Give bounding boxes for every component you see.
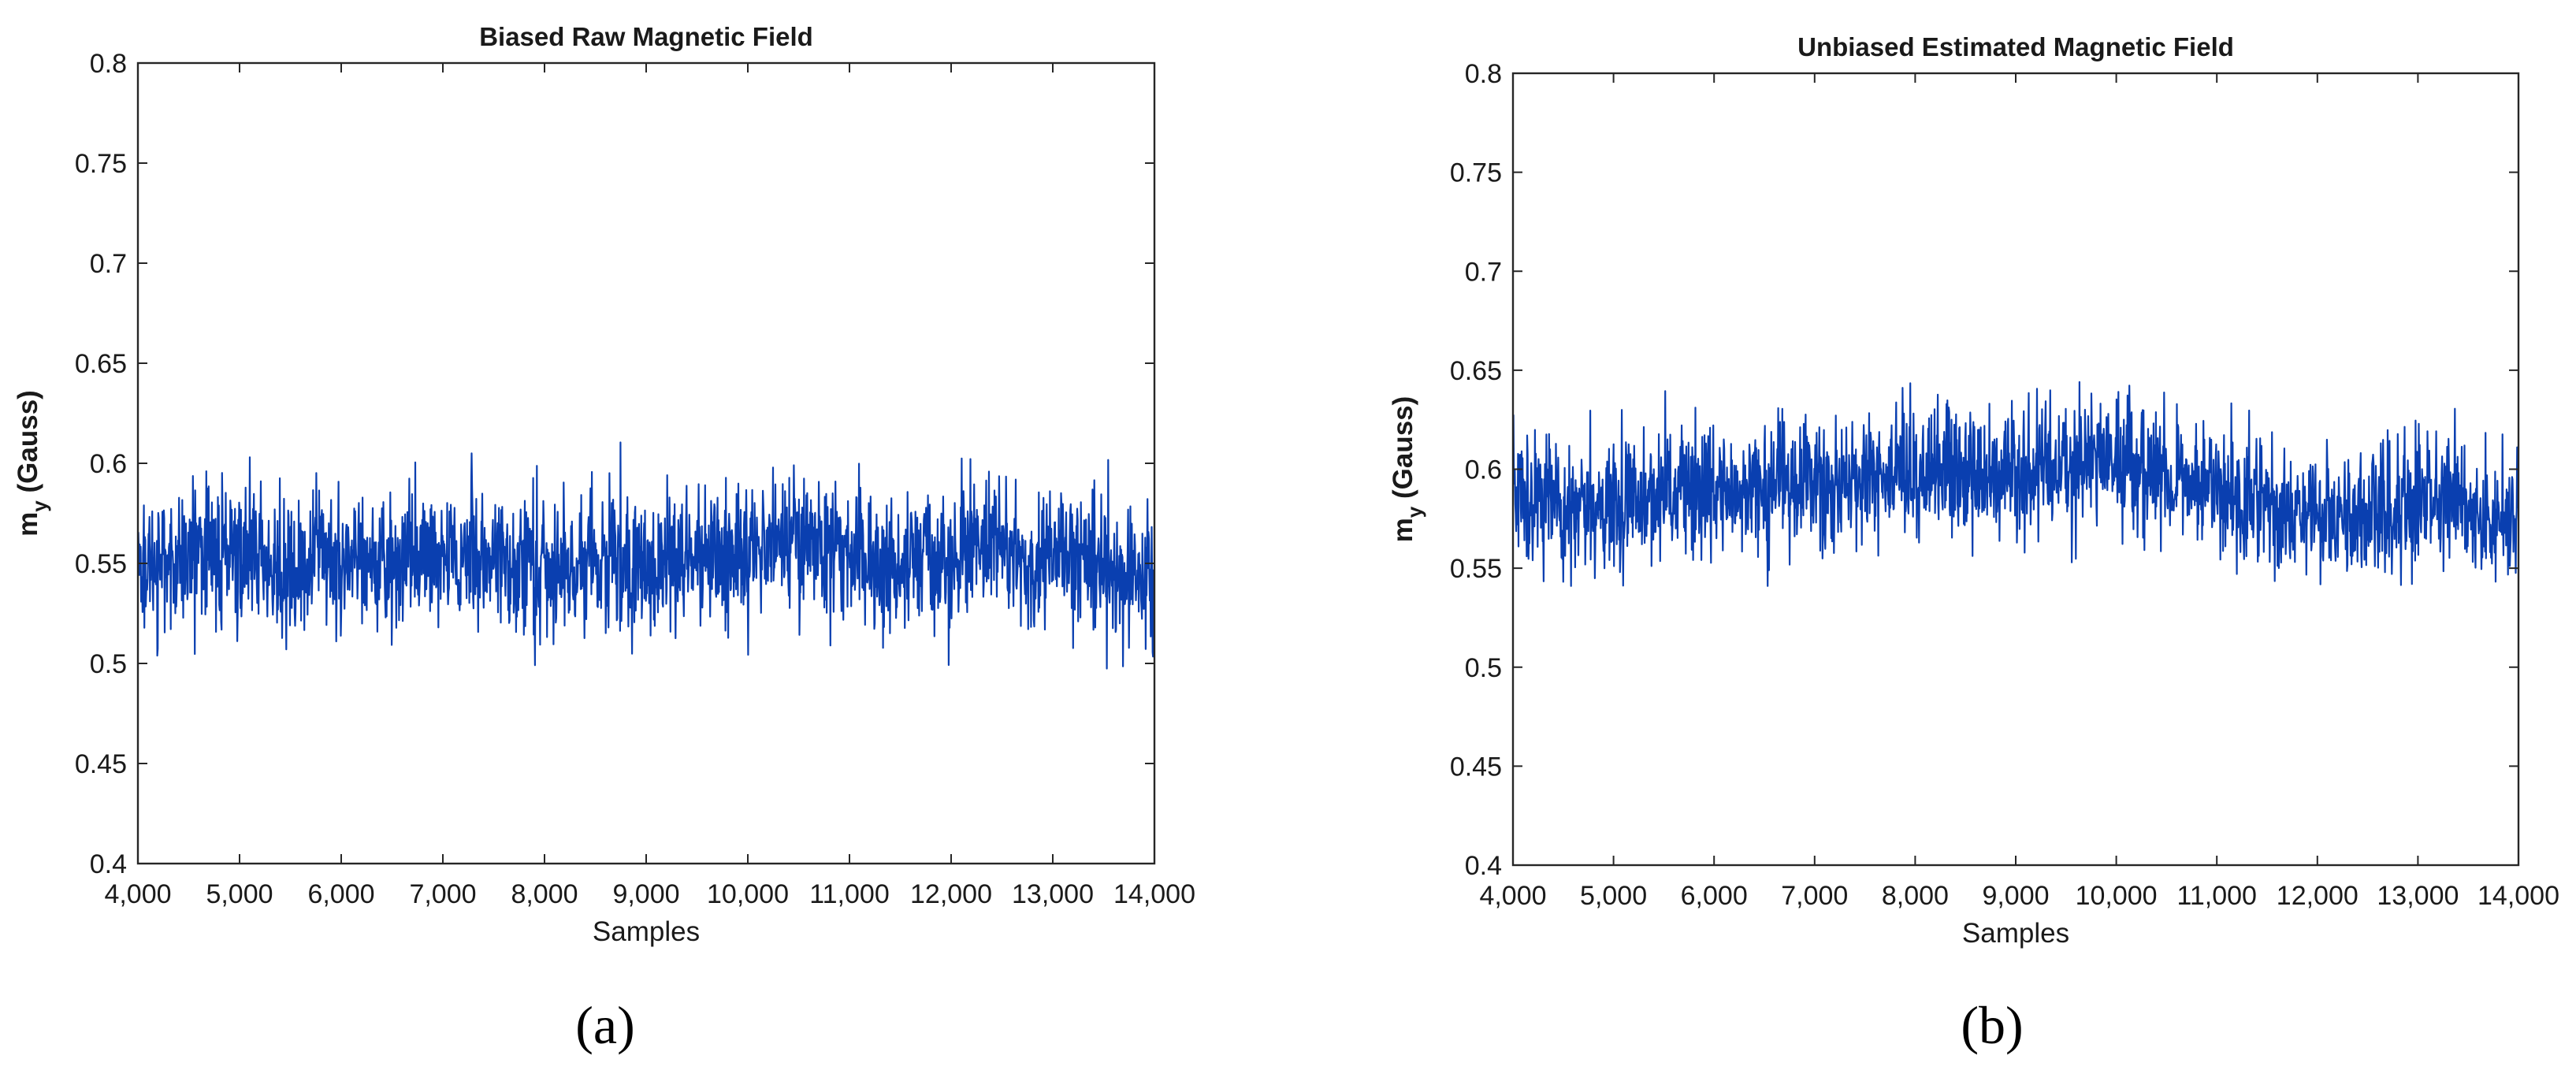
y-tick-label: 0.6 [90,449,127,479]
y-tick-label: 0.5 [1465,653,1502,683]
x-tick-label: 13,000 [2377,881,2459,911]
series-line-m-y [138,441,1154,670]
x-tick-label: 12,000 [2277,881,2359,911]
y-tick-label: 0.55 [1450,554,1502,584]
x-tick-label: 5,000 [206,879,273,909]
y-tick-label: 0.4 [1465,851,1502,881]
y-axis-label: my (Gauss) [13,390,51,537]
y-tick-label: 0.55 [75,549,127,579]
x-tick-label: 6,000 [307,879,374,909]
y-tick-label: 0.75 [75,149,127,179]
axes-box [136,61,1156,865]
y-tick-label: 0.75 [1450,158,1502,188]
x-tick-label: 7,000 [1781,881,1848,911]
y-tick-label: 0.65 [1450,356,1502,386]
x-tick-label: 8,000 [1882,881,1949,911]
chart-panel-a: 4,000 5,000 6,000 7,000 8,000 9,000 10,000 11,0… [13,22,1195,947]
x-tick-label: 13,000 [1012,879,1094,909]
x-tick-label: 4,000 [104,879,171,909]
chart-title: Biased Raw Magnetic Field [479,22,813,51]
subfigure-label-a: (a) [575,995,634,1055]
x-tick-label: 4,000 [1479,881,1546,911]
y-tick-label: 0.8 [1465,59,1502,89]
x-axis-label: Samples [1962,918,2069,949]
x-tick-label: 9,000 [612,879,679,909]
y-tick-label: 0.6 [1465,455,1502,485]
x-tick-label: 12,000 [910,879,992,909]
x-tick-label: 10,000 [2076,881,2158,911]
x-tick-label: 11,000 [809,879,889,909]
y-tick-label: 0.45 [1450,752,1502,782]
subfigure-label-b: (b) [1961,995,2023,1055]
x-tick-label: 14,000 [1113,879,1195,909]
y-tick-label: 0.5 [90,649,127,679]
y-axis-label: my (Gauss) [1388,396,1426,543]
x-tick-label: 5,000 [1580,881,1647,911]
chart-panel-b: 4,000 5,000 6,000 7,000 8,000 9,000 10,000 11,0… [1388,32,2559,949]
x-tick-label: 8,000 [511,879,578,909]
x-tick-label: 14,000 [2477,881,2559,911]
x-tick-label: 9,000 [1982,881,2049,911]
y-tick-label: 0.7 [1465,257,1502,287]
x-tick-label: 11,000 [2176,881,2256,911]
y-tick-label: 0.7 [90,249,127,279]
series-line-m-y [1513,381,2518,587]
y-tick-label: 0.4 [90,849,127,879]
y-tick-label: 0.45 [75,749,127,779]
x-tick-label: 10,000 [707,879,789,909]
x-axis-label: Samples [593,916,700,947]
y-tick-label: 0.65 [75,349,127,379]
x-tick-label: 7,000 [409,879,476,909]
chart-title: Unbiased Estimated Magnetic Field [1797,32,2234,61]
x-tick-label: 6,000 [1681,881,1748,911]
y-tick-label: 0.8 [90,49,127,79]
